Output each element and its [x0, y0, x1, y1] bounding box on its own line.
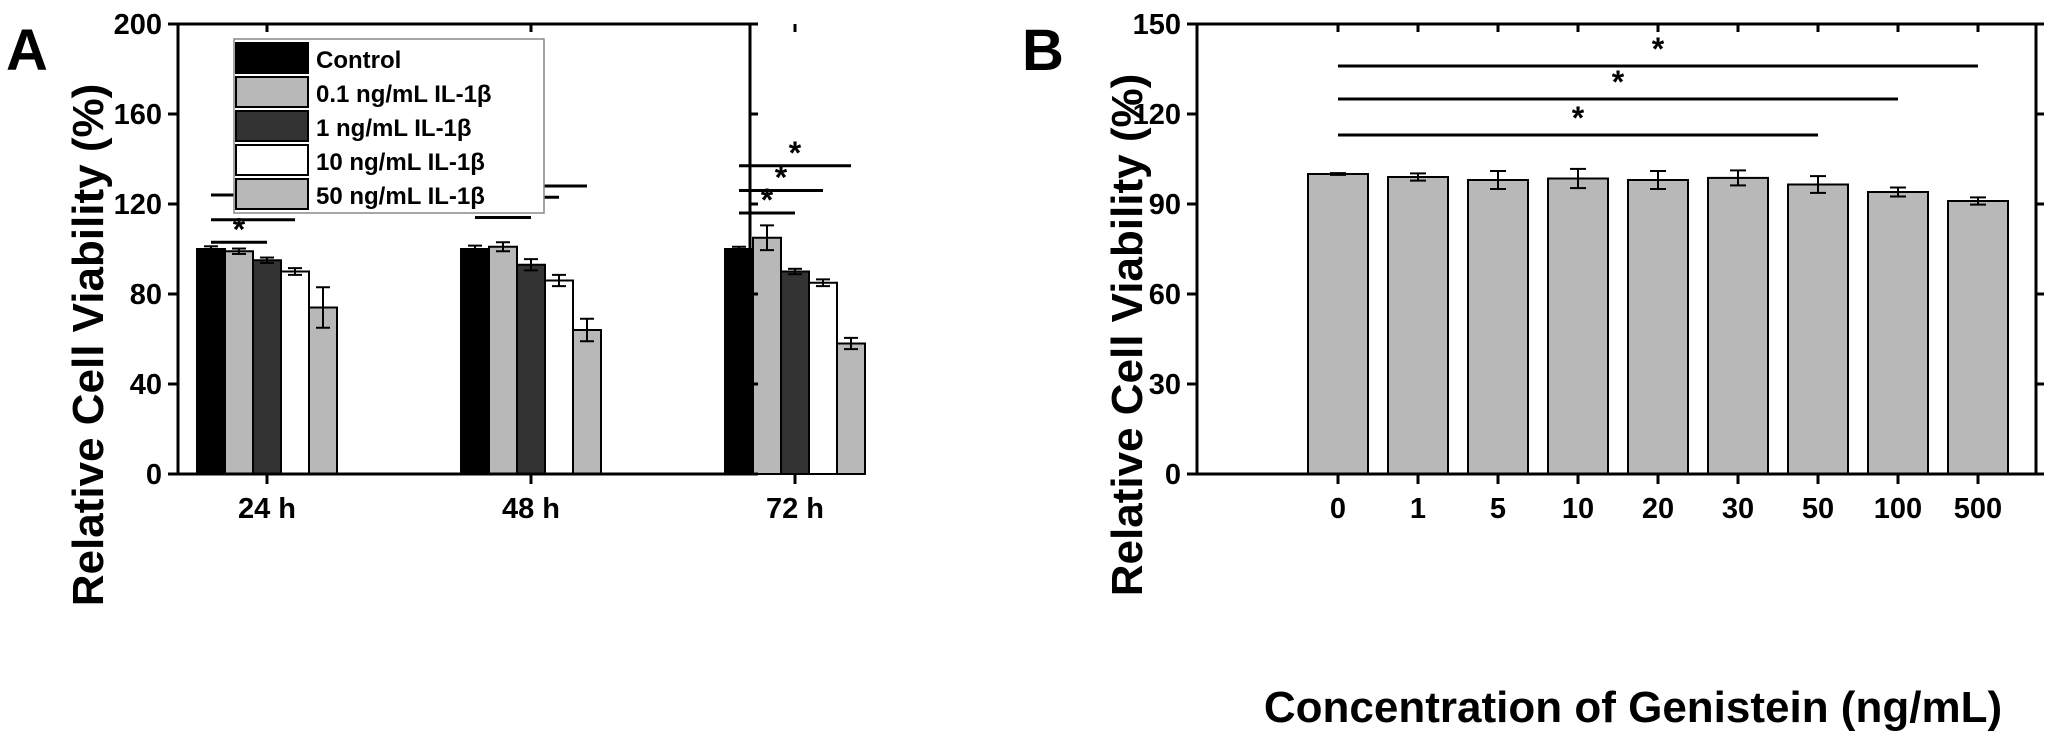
bar-0-2: [252, 259, 282, 475]
x-tick-label-0: 24 h: [238, 493, 296, 525]
bar-7: [1867, 191, 1929, 475]
bar-0: [1307, 173, 1369, 475]
bar-5: [1707, 176, 1769, 475]
x-tick-label-2: 5: [1490, 493, 1506, 525]
x-tick-label-1: 1: [1410, 493, 1426, 525]
y-tick-label-0: 0: [1165, 459, 1181, 491]
bar-0-0: [196, 248, 226, 475]
legend-label-2: 1 ng/mL IL-1β: [316, 115, 472, 142]
y-tick-label-5: 150: [1133, 9, 1181, 41]
y-tick-label-3: 120: [114, 189, 162, 221]
significance-star-8: *: [789, 135, 802, 171]
significance-star-0: *: [1572, 100, 1585, 136]
panel-a-letter: A: [6, 18, 48, 83]
bar-0-4: [308, 306, 338, 475]
x-tick-label-0: 0: [1330, 493, 1346, 525]
y-tick-label-1: 30: [1149, 369, 1181, 401]
significance-star-1: *: [1612, 64, 1625, 100]
legend-label-1: 0.1 ng/mL IL-1β: [316, 81, 492, 108]
panel-a-y-axis-title: Relative Cell Viability (%): [64, 84, 113, 606]
significance-star-6: *: [761, 182, 774, 218]
bar-8: [1947, 200, 2009, 475]
panel-a: A Relative Cell Viability (%) *********0…: [6, 9, 866, 606]
bar-1-2: [516, 263, 546, 475]
x-tick-label-6: 50: [1802, 493, 1834, 525]
y-tick-label-4: 160: [114, 99, 162, 131]
legend-swatch-3: [235, 144, 309, 176]
panel-b-plot-area: * * * 0 30 60 90 120 150 0 1 5 10 20 30 50 100 500: [1133, 9, 2044, 525]
bar-1-1: [488, 245, 518, 475]
significance-star-7: *: [775, 160, 788, 196]
legend-swatch-2: [235, 110, 309, 142]
x-tick-label-7: 100: [1874, 493, 1922, 525]
bar-1: [1387, 176, 1449, 475]
y-tick-label-1: 40: [130, 369, 162, 401]
x-tick-label-2: 72 h: [766, 493, 824, 525]
panel-b-letter: B: [1022, 18, 1064, 83]
legend-swatch-1: [235, 76, 309, 108]
bar-2-2: [780, 270, 810, 475]
y-tick-label-0: 0: [146, 459, 162, 491]
panel-a-legend: Control 0.1 ng/mL IL-1β 1 ng/mL IL-1β 10 ng…: [233, 38, 545, 214]
y-tick-label-5: 200: [114, 9, 162, 41]
panel-b: B Relative Cell Viability (%) Concentrat…: [1022, 9, 2044, 732]
bar-1-3: [544, 279, 574, 475]
panel-b-x-axis-title: Concentration of Genistein (ng/mL): [1264, 683, 2002, 732]
x-tick-label-3: 10: [1562, 493, 1594, 525]
bar-1-0: [460, 248, 490, 475]
bar-6: [1787, 183, 1849, 475]
bar-2: [1467, 179, 1529, 475]
bar-4: [1627, 179, 1689, 475]
significance-star-0: *: [233, 211, 246, 247]
y-tick-label-2: 80: [130, 279, 162, 311]
y-tick-label-2: 60: [1149, 279, 1181, 311]
significance-star-2: *: [1652, 31, 1665, 67]
bar-0-1: [224, 250, 254, 475]
y-tick-label-3: 90: [1149, 189, 1181, 221]
bar-3: [1547, 177, 1609, 475]
bar-2-3: [808, 281, 838, 475]
x-tick-label-5: 30: [1722, 493, 1754, 525]
x-tick-label-1: 48 h: [502, 493, 560, 525]
legend-label-4: 50 ng/mL IL-1β: [316, 183, 485, 210]
bar-2-4: [836, 342, 866, 475]
x-tick-label-4: 20: [1642, 493, 1674, 525]
legend-swatch-0: [235, 42, 309, 74]
legend-label-0: Control: [316, 47, 401, 74]
bar-2-1: [752, 236, 782, 475]
bar-0-3: [280, 270, 310, 475]
bar-1-4: [572, 329, 602, 475]
y-tick-label-4: 120: [1133, 99, 1181, 131]
legend-swatch-4: [235, 178, 309, 210]
panel-b-y-axis-title: Relative Cell Viability (%): [1103, 74, 1152, 596]
x-tick-label-8: 500: [1954, 493, 2002, 525]
legend-label-3: 10 ng/mL IL-1β: [316, 149, 485, 176]
